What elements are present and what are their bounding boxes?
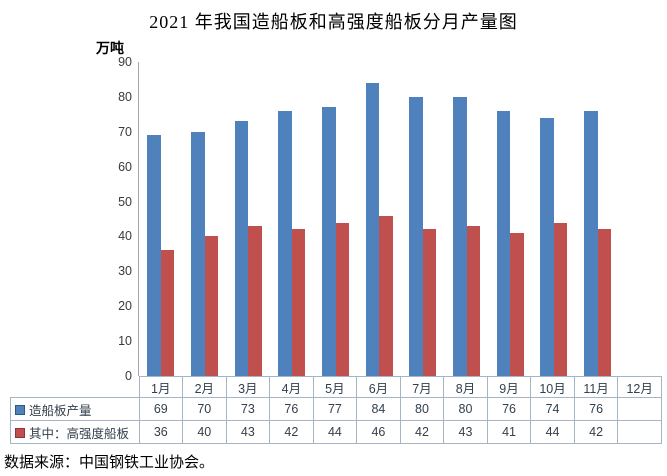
bar-series2-11月: [597, 229, 611, 376]
series-row: 造船板产量 69 70 73 76 77 84 80 80 76 74 76: [10, 397, 662, 421]
value-cell: 73: [225, 397, 271, 421]
bar-series2-10月: [553, 222, 568, 376]
month-header-cell: 2月: [182, 376, 227, 398]
series-label-cell: 造船板产量: [10, 397, 140, 421]
value-cell: [617, 397, 662, 421]
value-cell: 41: [486, 420, 532, 444]
bar-series2-2月: [204, 236, 218, 376]
value-cell: 43: [225, 420, 271, 444]
bar-series1-2月: [191, 131, 205, 376]
data-table-body: 1月 2月 3月 4月 5月 6月 7月 8月 9月 10月 11月 12月 造船板产量 69 70 73 76…: [10, 376, 662, 444]
month-header-cell: 6月: [356, 376, 401, 398]
y-tick-label: 50: [118, 194, 132, 209]
y-tick-label: 10: [118, 334, 132, 349]
y-tick-label: 90: [118, 55, 132, 69]
value-cell: [617, 420, 662, 444]
bar-series1-9月: [496, 110, 511, 376]
value-cell: 43: [443, 420, 488, 444]
month-header-row: 1月 2月 3月 4月 5月 6月 7月 8月 9月 10月 11月 12月: [11, 376, 662, 398]
y-tick-label: 20: [118, 299, 132, 314]
bar-series2-9月: [510, 232, 524, 376]
bar-series1-3月: [234, 121, 249, 376]
y-tick-label: 30: [118, 264, 132, 279]
value-cell: 42: [399, 420, 445, 444]
value-cell: 80: [443, 397, 488, 421]
value-cell: 70: [182, 397, 227, 421]
bar-series1-11月: [584, 110, 598, 376]
series-label-cell: 其中：高强度船板: [10, 420, 140, 444]
bar-series1-7月: [409, 96, 423, 376]
y-axis-tick-labels: 0 10 20 30 40 50 60 70 80 90: [88, 55, 132, 383]
value-cell: 76: [486, 397, 532, 421]
series-name-label: 其中：高强度船板: [29, 426, 130, 441]
source-note: 数据来源：中国钢铁工业协会。: [4, 455, 215, 471]
bar-series1-4月: [278, 110, 292, 376]
month-header-cell: 10月: [530, 376, 575, 398]
y-tick-label: 80: [118, 89, 132, 104]
month-header-cell: 9月: [486, 376, 532, 398]
bar-series2-4月: [291, 229, 306, 376]
series-name-label: 造船板产量: [29, 403, 92, 418]
value-cell: 42: [269, 420, 314, 444]
month-header-cell: 7月: [399, 376, 445, 398]
bar-series1-6月: [365, 82, 380, 376]
value-cell: 80: [399, 397, 445, 421]
bar-series1-5月: [322, 107, 336, 376]
legend-key-icon: [15, 405, 25, 416]
value-cell: 46: [356, 420, 401, 444]
bar-series1-1月: [147, 135, 161, 376]
bar-series1-8月: [453, 96, 467, 376]
value-cell: 69: [138, 397, 184, 421]
plot-area: [138, 62, 663, 376]
y-tick-label: 60: [118, 159, 132, 174]
value-cell: 76: [269, 397, 314, 421]
value-cell: 42: [573, 420, 619, 444]
data-table: 1月 2月 3月 4月 5月 6月 7月 8月 9月 10月 11月 12月 造船板产量 69 70 73 76…: [10, 376, 662, 444]
bar-series2-1月: [160, 250, 175, 376]
value-cell: 44: [312, 420, 358, 444]
y-tick-label: 40: [118, 229, 132, 244]
value-cell: 74: [530, 397, 575, 421]
series-row: 其中：高强度船板 36 40 43 42 44 46 42 43 41 44 42: [10, 420, 662, 444]
month-header-cell: 11月: [573, 376, 619, 398]
value-cell: 40: [182, 420, 227, 444]
bar-series2-8月: [466, 225, 480, 376]
bars-layer: [139, 62, 663, 376]
month-header-cell: 1月: [138, 376, 184, 398]
month-header-cell: 12月: [617, 376, 662, 398]
table-corner-blank: [11, 377, 140, 398]
month-header-cell: 3月: [225, 376, 271, 398]
bar-series2-5月: [335, 222, 349, 376]
bar-series2-6月: [379, 215, 393, 376]
month-header-cell: 5月: [312, 376, 358, 398]
month-header-cell: 4月: [269, 376, 314, 398]
value-cell: 76: [573, 397, 619, 421]
legend-key-icon: [15, 428, 25, 439]
bar-series2-3月: [248, 225, 262, 376]
bar-series2-7月: [422, 229, 437, 376]
value-cell: 77: [312, 397, 358, 421]
month-header-cell: 8月: [443, 376, 488, 398]
bar-series1-10月: [540, 117, 554, 376]
y-tick-label: 0: [125, 369, 132, 383]
value-cell: 84: [356, 397, 401, 421]
chart-title: 2021 年我国造船板和高强度船板分月产量图: [149, 12, 518, 32]
value-cell: 36: [138, 420, 184, 444]
y-axis-unit-label: 万吨: [96, 40, 124, 56]
value-cell: 44: [530, 420, 575, 444]
y-tick-label: 70: [118, 124, 132, 139]
